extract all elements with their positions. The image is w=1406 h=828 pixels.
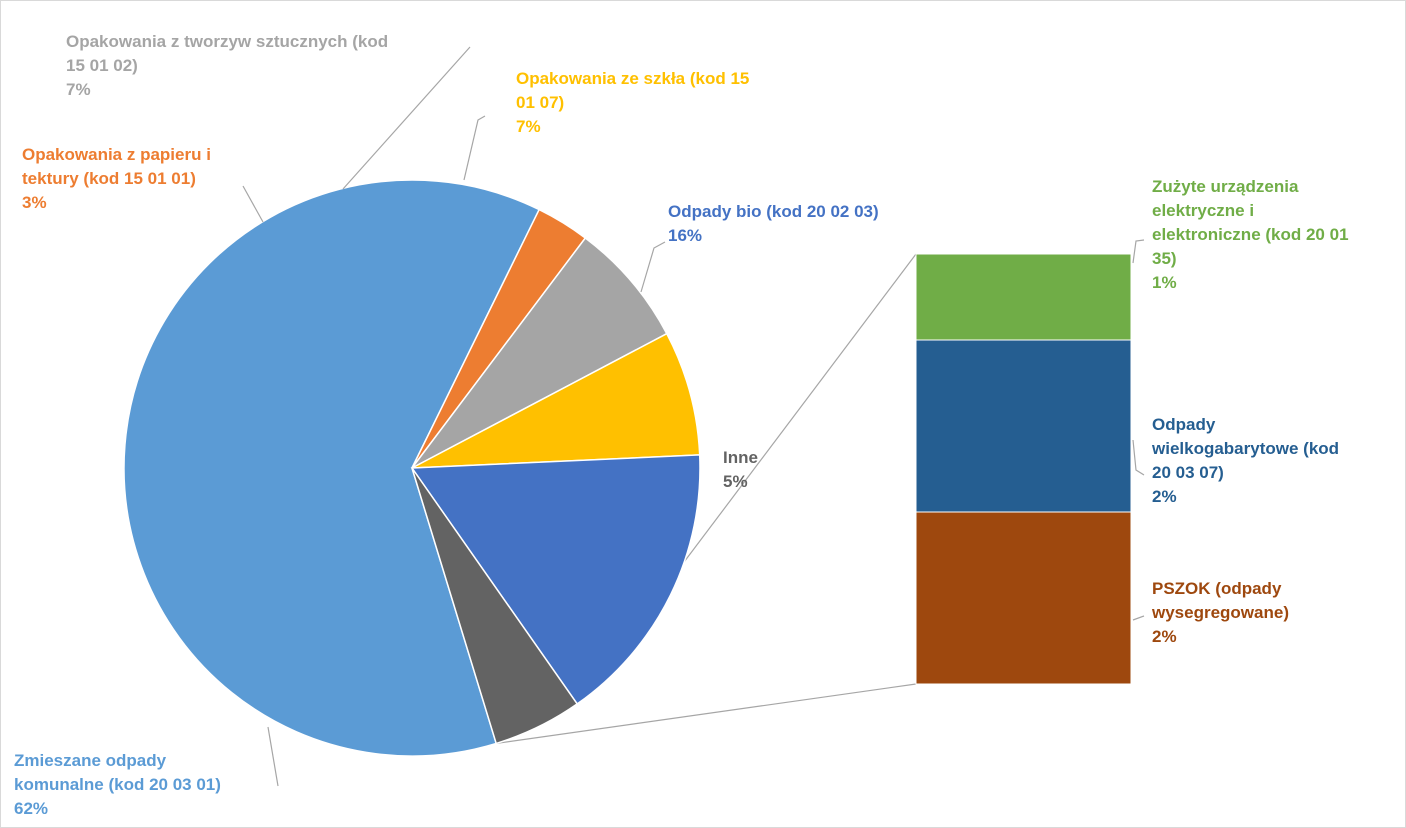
pie-slice-inne — [411, 467, 579, 745]
leader-zuzyte-urzadzenia — [1132, 239, 1145, 264]
leader-opakowania-z-tworzyw-sztucznych-kod — [342, 46, 471, 190]
label-value: 3% — [22, 193, 47, 212]
pie-slice-zmieszane-odpady — [123, 179, 541, 757]
label-value: 7% — [516, 117, 541, 136]
label-line: 20 03 07) — [1152, 463, 1224, 482]
label-line: Zmieszane odpady — [14, 751, 167, 770]
label-line: Opakowania z papieru i — [22, 145, 211, 164]
pie-slice-opakowania-ze-szkla-kod-15 — [411, 332, 701, 469]
label-value: 62% — [14, 799, 48, 818]
label-line: wielkogabarytowe (kod — [1151, 439, 1339, 458]
label-pszok-odpady: PSZOK (odpady wysegregowane) 2% — [1151, 579, 1289, 646]
leader-pszok-odpady — [1132, 615, 1145, 621]
label-inne: Inne 5% — [723, 448, 758, 491]
label-value: 2% — [1152, 487, 1177, 506]
label-line: Odpady — [1152, 415, 1216, 434]
label-opakowania-z-tworzyw-sztucznych-kod: Opakowania z tworzyw sztucznych (kod 15 0… — [66, 32, 388, 99]
label-opakowania-ze-szkla-kod-15: Opakowania ze szkła (kod 15 01 07) 7% — [516, 69, 749, 136]
label-value: 5% — [723, 472, 748, 491]
label-line: Inne — [723, 448, 758, 467]
label-line: Opakowania z tworzyw sztucznych (kod — [66, 32, 388, 51]
label-line: Zużyte urządzenia — [1152, 177, 1299, 196]
label-line: elektroniczne (kod 20 01 — [1152, 225, 1349, 244]
label-value: 16% — [668, 226, 702, 245]
label-line: tektury (kod 15 01 01) — [22, 169, 196, 188]
label-line: 35) — [1152, 249, 1177, 268]
connector-line-bottom — [496, 683, 917, 745]
label-odpady: Odpady wielkogabarytowe (kod 20 03 07) 2% — [1151, 415, 1339, 506]
leader-opakowania-z-papieru-i — [242, 185, 264, 223]
label-line: 01 07) — [516, 93, 564, 112]
label-value: 7% — [66, 80, 91, 99]
label-line: Odpady bio (kod 20 02 03) — [668, 202, 879, 221]
label-line: Opakowania ze szkła (kod 15 — [516, 69, 749, 88]
label-line: 15 01 02) — [66, 56, 138, 75]
label-line: komunalne (kod 20 03 01) — [14, 775, 221, 794]
label-odpady-bio-kod-20-02-03: Odpady bio (kod 20 02 03) 16% — [668, 202, 879, 245]
label-value: 2% — [1152, 627, 1177, 646]
leader-zmieszane-odpady — [267, 726, 279, 787]
leader-opakowania-ze-szkla-kod-15 — [463, 115, 486, 181]
data-labels: Zmieszane odpady komunalne (kod 20 03 01)… — [14, 32, 1349, 818]
bar-segment-zuzyte-urzadzenia — [915, 253, 1132, 341]
leader-odpady-bio-kod-20-02-03 — [640, 241, 666, 293]
leader-lines — [242, 46, 1145, 787]
label-zuzyte-urzadzenia: Zużyte urządzenia elektryczne i elektronic… — [1152, 177, 1349, 292]
bar-segment-odpady — [915, 339, 1132, 513]
label-line: PSZOK (odpady — [1152, 579, 1282, 598]
breakout-bar — [915, 253, 1132, 685]
bar-segment-pszok-odpady — [915, 511, 1132, 685]
label-zmieszane-odpady: Zmieszane odpady komunalne (kod 20 03 01)… — [14, 751, 221, 818]
pie-slice-odpady-bio-kod-20-02-03 — [410, 454, 701, 705]
pie-slice-opakowania-z-tworzyw-sztucznych-kod — [411, 236, 668, 469]
label-opakowania-z-papieru-i: Opakowania z papieru i tektury (kod 15 01… — [22, 145, 211, 212]
label-line: wysegregowane) — [1151, 603, 1289, 622]
leader-odpady — [1132, 439, 1145, 476]
pie-slices — [123, 179, 701, 757]
label-line: elektryczne i — [1152, 201, 1254, 220]
label-value: 1% — [1152, 273, 1177, 292]
